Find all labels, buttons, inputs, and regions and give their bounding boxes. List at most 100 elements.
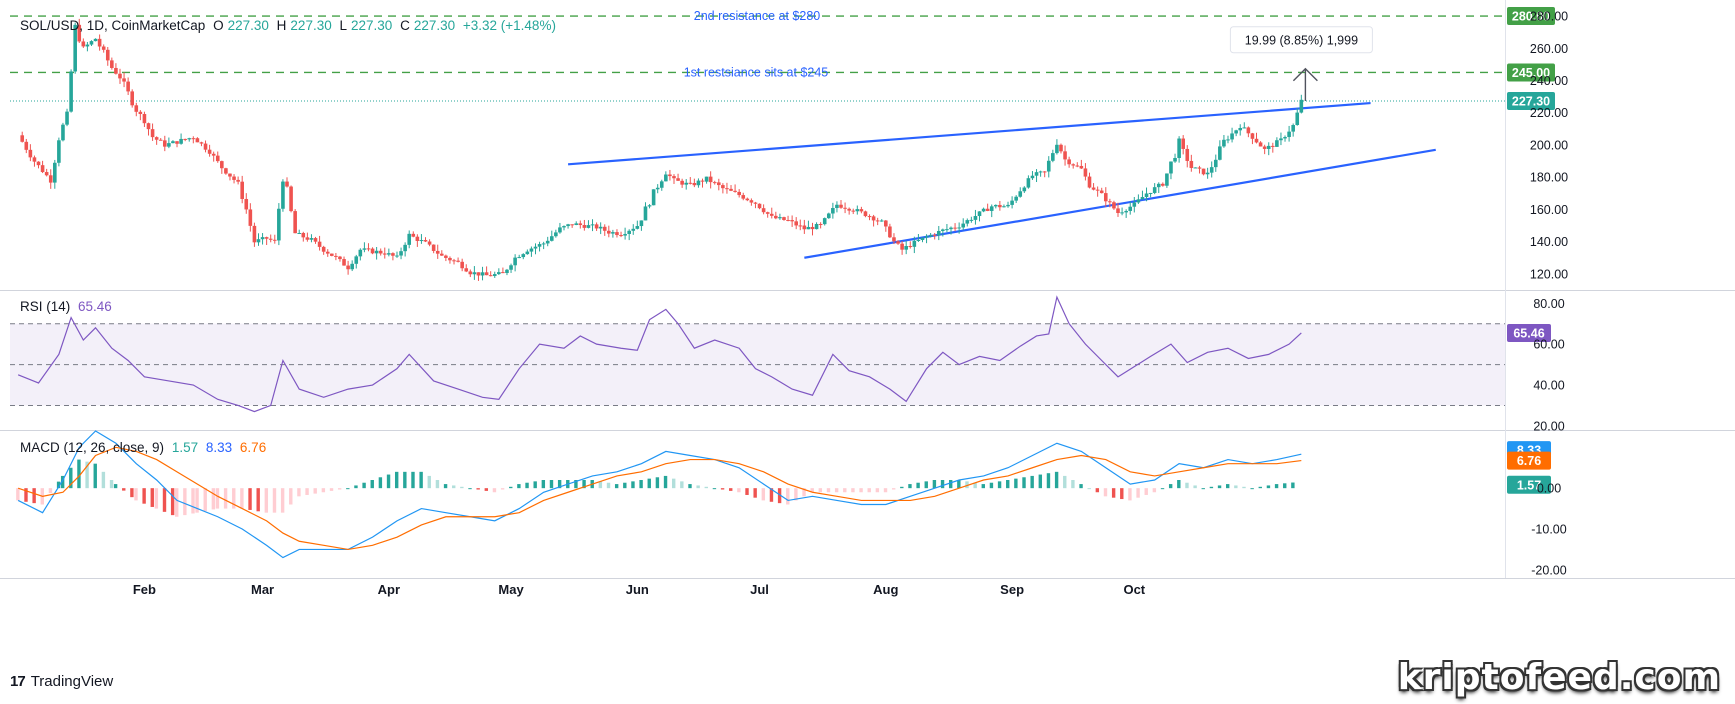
candle-body — [875, 220, 880, 222]
candle-body — [293, 211, 297, 234]
candle-body — [1283, 137, 1287, 139]
macd-histogram-bar — [1063, 475, 1067, 489]
macd-histogram-bar — [598, 481, 603, 489]
macd-histogram-bar — [305, 488, 309, 495]
tradingview-brand[interactable]: 17 TradingView — [10, 673, 113, 690]
macd-histogram-bar — [517, 484, 521, 489]
candle-body — [957, 227, 961, 229]
candle-body — [138, 111, 143, 115]
candle-body — [1275, 140, 1279, 147]
candle-body — [281, 181, 285, 209]
candle-body — [1271, 145, 1275, 147]
candle-body — [44, 172, 49, 176]
resistance-label: 1st restsiance sits at $245 — [684, 65, 829, 79]
macd-histogram-bar — [891, 488, 896, 490]
macd-histogram-bar — [1038, 474, 1043, 489]
macd-histogram-bar — [639, 480, 643, 489]
macd-histogram-bar — [1014, 478, 1018, 489]
candle-body — [1002, 206, 1006, 208]
candle-body — [778, 217, 782, 219]
candle-body — [692, 182, 697, 186]
candle-body — [260, 237, 265, 240]
candle-body — [798, 225, 803, 227]
candle-body — [464, 268, 469, 272]
candle-body — [366, 248, 371, 250]
macd-histogram-bar — [1225, 484, 1230, 489]
candle-body — [765, 212, 770, 214]
candle-body — [941, 229, 945, 231]
macd-histogram-bar — [354, 485, 358, 489]
candle-body — [97, 38, 102, 47]
macd-histogram-bar — [574, 480, 578, 489]
candle-body — [240, 181, 244, 199]
macd-histogram-bar — [940, 480, 945, 489]
candle-body — [965, 220, 970, 224]
macd-histogram-bar — [69, 467, 73, 489]
candle-body — [435, 250, 440, 254]
macd-histogram-bar — [427, 475, 431, 489]
candle-body — [1254, 138, 1259, 143]
candle-body — [953, 227, 957, 229]
rsi-tick-label: 20.00 — [1533, 419, 1564, 433]
candle-body — [985, 208, 990, 211]
price-tick-label: 160.00 — [1530, 203, 1568, 217]
candle-body — [387, 253, 391, 255]
candle-body — [533, 246, 538, 249]
rsi-label: RSI (14) — [20, 299, 71, 314]
candle-body — [195, 138, 200, 143]
candle-body — [774, 215, 778, 219]
candle-body — [1116, 208, 1120, 214]
macd-histogram-bar — [122, 488, 126, 491]
macd-histogram-bar — [378, 477, 383, 489]
macd-histogram-bar — [130, 488, 134, 498]
candle-body — [737, 191, 741, 196]
macd-histogram-bar — [191, 488, 195, 514]
measure-label-text: 19.99 (8.85%) 1,999 — [1245, 33, 1358, 47]
candle-body — [814, 224, 819, 230]
candle-body — [468, 271, 473, 275]
candle-body — [146, 123, 151, 130]
candle-body — [301, 232, 306, 238]
candle-body — [826, 213, 831, 219]
candle-body — [61, 124, 65, 141]
candle-body — [818, 224, 823, 226]
macd-histogram-bar — [786, 488, 790, 505]
macd-histogram-bar — [1006, 480, 1010, 489]
candle-body — [427, 241, 432, 245]
candle-body — [888, 226, 892, 238]
macd-histogram-bar — [623, 482, 627, 489]
high-value: 227.30 — [290, 18, 332, 33]
candle-body — [1087, 176, 1092, 188]
candle-body — [562, 226, 566, 228]
candle-body — [1291, 125, 1295, 132]
macd-histogram-bar — [492, 488, 497, 493]
candle-body — [549, 236, 554, 241]
macd-histogram-bar — [818, 488, 823, 493]
candle-body — [574, 223, 579, 225]
candle-body — [619, 235, 623, 237]
macd-histogram-bar — [394, 471, 399, 489]
current-price-badge-text: 227.30 — [1512, 94, 1550, 108]
macd-histogram-bar — [1274, 484, 1279, 489]
candle-body — [529, 248, 534, 252]
candle-body — [114, 67, 118, 74]
rsi-legend: RSI (14) 65.46 — [20, 299, 116, 314]
candle-body — [1222, 139, 1226, 147]
macd-histogram-bar — [810, 488, 814, 493]
candle-body — [1161, 183, 1165, 186]
price-tick-label: 280.00 — [1530, 10, 1568, 24]
candle-body — [36, 161, 41, 166]
macd-histogram-bar — [1144, 488, 1148, 495]
x-axis-label: Jul — [750, 582, 769, 597]
candle-body — [1218, 146, 1222, 160]
macd-histogram-bar — [346, 488, 350, 490]
candle-body — [696, 180, 701, 186]
macd-histogram-bar — [957, 480, 961, 489]
macd-histogram-bar — [1217, 485, 1222, 489]
macd-histogram-bar — [211, 488, 216, 510]
candle-body — [122, 78, 126, 82]
macd-histogram-bar — [557, 480, 562, 489]
candle-body — [1059, 144, 1063, 152]
series-layer — [16, 18, 1304, 559]
